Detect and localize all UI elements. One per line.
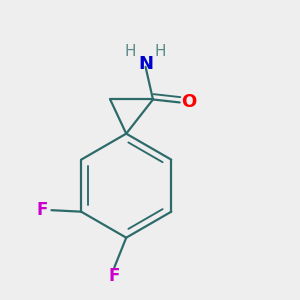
Text: H: H [155,44,166,59]
Text: F: F [37,201,48,219]
Text: F: F [109,267,120,285]
Text: N: N [138,55,153,73]
Text: O: O [181,93,196,111]
Text: H: H [125,44,136,59]
